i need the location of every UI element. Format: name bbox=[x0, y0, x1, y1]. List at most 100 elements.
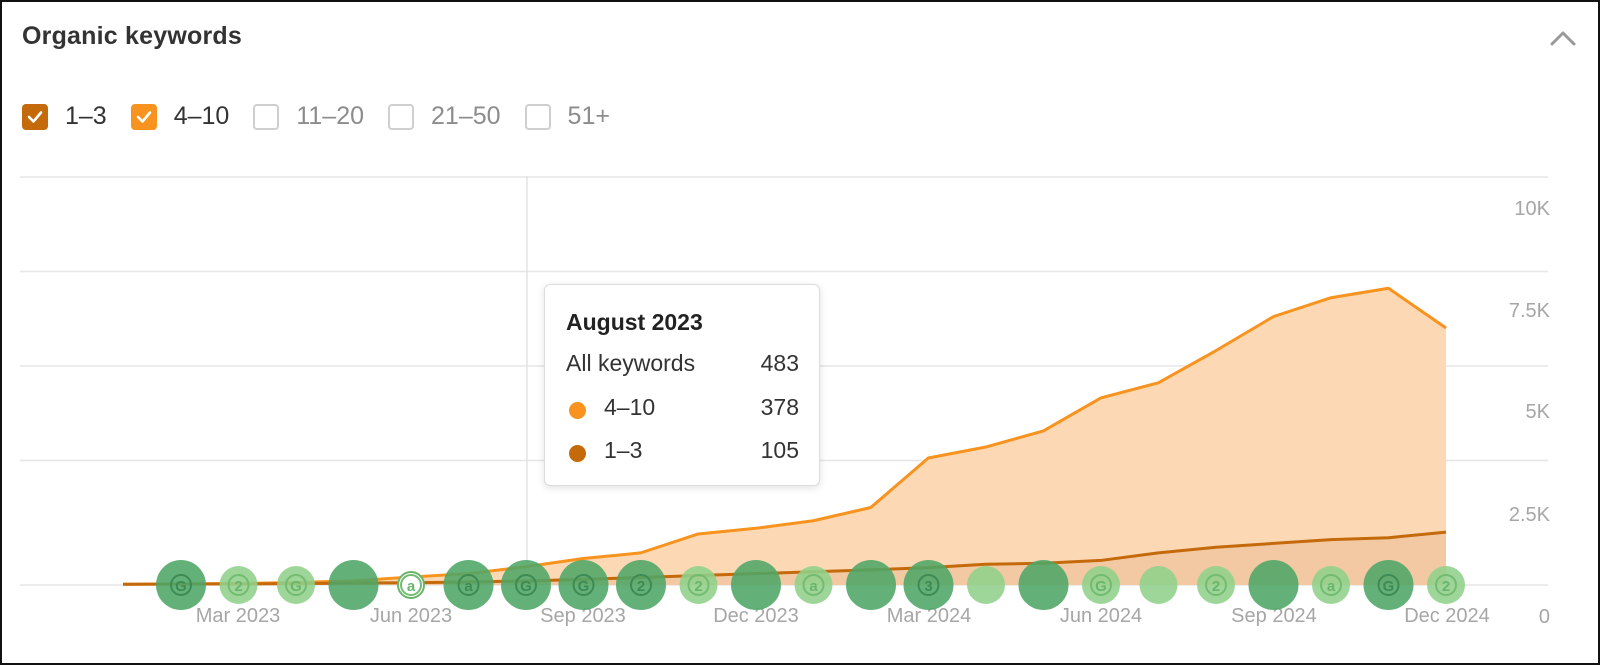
marker-ring bbox=[802, 574, 825, 596]
tooltip-row-all: All keywords 483 bbox=[566, 350, 799, 380]
x-tick-label: Sep 2024 bbox=[1231, 605, 1317, 627]
update-marker: G bbox=[1363, 560, 1414, 610]
update-marker: G bbox=[277, 566, 315, 604]
check-icon bbox=[27, 110, 43, 123]
filter-11-20[interactable]: 11–20 bbox=[253, 102, 364, 131]
marker-label: 3 bbox=[924, 578, 932, 595]
tooltip-row-4-10: 4–10 378 bbox=[566, 394, 799, 424]
marker-label: a bbox=[1327, 578, 1336, 595]
marker-circle bbox=[1312, 566, 1350, 604]
update-marker: a bbox=[1312, 566, 1350, 604]
marker-circle bbox=[443, 560, 494, 610]
marker-circle bbox=[277, 566, 315, 604]
update-marker: 2 bbox=[679, 566, 718, 604]
filter-checkbox[interactable] bbox=[22, 103, 48, 130]
marker-ring bbox=[917, 574, 940, 596]
filter-checkbox[interactable] bbox=[524, 103, 551, 130]
filter-label: 11–20 bbox=[296, 102, 365, 130]
marker-label: G bbox=[578, 578, 590, 595]
update-marker bbox=[731, 560, 781, 610]
position-filters: 1–3 4–10 11–20 21–50 51+ bbox=[22, 102, 634, 131]
y-tick-label: 10K bbox=[1514, 198, 1550, 220]
marker-circle bbox=[616, 560, 666, 610]
panel-title: Organic keywords bbox=[22, 22, 242, 50]
filter-label: 4–10 bbox=[173, 102, 230, 130]
filter-label: 21–50 bbox=[431, 102, 501, 130]
x-tick-label: Jun 2023 bbox=[370, 605, 452, 627]
update-marker: 2 bbox=[616, 560, 666, 610]
marker-circle bbox=[1139, 566, 1178, 604]
update-marker: a bbox=[794, 566, 833, 604]
update-marker bbox=[967, 566, 1005, 604]
update-marker: 3 bbox=[903, 560, 954, 610]
update-marker: G bbox=[1082, 566, 1120, 604]
chart-tooltip: August 2023 All keywords 483 4–10 378 1–… bbox=[544, 284, 820, 486]
y-tick-label: 5K bbox=[1526, 401, 1551, 423]
tooltip-row-1-3: 1–3 105 bbox=[566, 437, 799, 467]
marker-label: 2 bbox=[234, 578, 242, 595]
marker-circle bbox=[846, 560, 896, 610]
marker-ring bbox=[285, 574, 307, 596]
marker-circle bbox=[1018, 560, 1069, 610]
marker-ring bbox=[1377, 574, 1400, 596]
update-marker bbox=[1018, 560, 1069, 610]
marker-circle bbox=[219, 566, 258, 604]
marker-circle bbox=[328, 560, 379, 610]
marker-circle bbox=[967, 566, 1005, 604]
tooltip-label: All keywords bbox=[566, 350, 696, 376]
x-tick-label: Mar 2024 bbox=[887, 605, 972, 627]
marker-label: G bbox=[175, 578, 187, 595]
marker-label: a bbox=[407, 578, 416, 595]
marker-ring bbox=[1205, 574, 1227, 596]
marker-ring bbox=[687, 574, 710, 596]
filter-label: 1–3 bbox=[65, 102, 107, 130]
marker-ring bbox=[457, 574, 480, 596]
marker-label: a bbox=[464, 578, 473, 595]
update-marker: a bbox=[443, 560, 494, 610]
y-tick-label: 2.5K bbox=[1509, 504, 1551, 526]
filter-checkbox[interactable] bbox=[253, 103, 280, 130]
marker-label: a bbox=[809, 578, 818, 595]
marker-circle bbox=[558, 560, 609, 610]
marker-ring bbox=[515, 574, 537, 596]
update-marker: 2 bbox=[219, 566, 258, 604]
filter-21-50[interactable]: 21–50 bbox=[388, 102, 501, 131]
filter-checkbox[interactable] bbox=[388, 103, 415, 130]
marker-label: 2 bbox=[1442, 578, 1450, 595]
update-marker: a bbox=[397, 571, 425, 599]
update-marker bbox=[328, 560, 379, 610]
x-tick-label: Mar 2023 bbox=[196, 605, 281, 627]
marker-circle bbox=[1363, 560, 1414, 610]
marker-label: G bbox=[520, 578, 532, 595]
update-marker: 2 bbox=[1197, 566, 1235, 604]
marker-label: G bbox=[1383, 578, 1395, 595]
filter-checkbox[interactable] bbox=[130, 103, 157, 130]
marker-circle bbox=[1082, 566, 1120, 604]
tooltip-value: 483 bbox=[760, 350, 799, 376]
filter-51+[interactable]: 51+ bbox=[524, 102, 610, 131]
marker-circle bbox=[903, 560, 954, 610]
filter-4-10[interactable]: 4–10 bbox=[130, 102, 230, 131]
marker-ring bbox=[1435, 574, 1457, 596]
check-icon bbox=[136, 110, 152, 123]
marker-ring bbox=[630, 574, 652, 596]
update-marker bbox=[1248, 560, 1299, 610]
collapse-chevron-icon[interactable] bbox=[1548, 26, 1578, 50]
y-tick-label: 7.5K bbox=[1509, 300, 1551, 322]
tooltip-value: 105 bbox=[760, 437, 799, 463]
update-marker: G bbox=[156, 560, 206, 610]
marker-label: G bbox=[1095, 578, 1107, 595]
marker-ring bbox=[1090, 574, 1112, 596]
series-4-10-area bbox=[123, 288, 1446, 585]
x-tick-label: Dec 2023 bbox=[713, 605, 799, 627]
marker-circle bbox=[501, 560, 551, 610]
x-tick-label: Sep 2023 bbox=[540, 605, 626, 627]
series-4-10-dot-icon bbox=[569, 402, 586, 419]
marker-circle bbox=[794, 566, 833, 604]
filter-1-3[interactable]: 1–3 bbox=[22, 102, 107, 131]
tooltip-value: 378 bbox=[760, 394, 799, 420]
tooltip-label: 1–3 bbox=[604, 437, 643, 463]
marker-circle bbox=[156, 560, 206, 610]
marker-label: 2 bbox=[694, 578, 702, 595]
marker-ring bbox=[400, 574, 422, 596]
